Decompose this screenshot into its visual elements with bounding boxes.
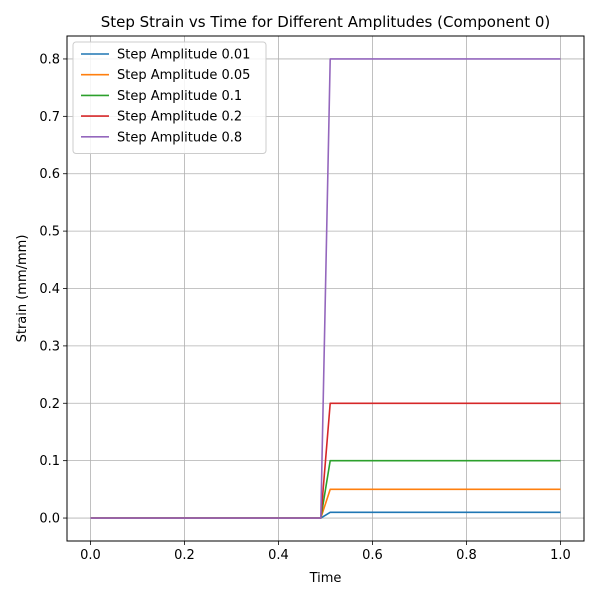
y-tick-label: 0.8 [39,52,60,67]
y-tick-label: 0.3 [39,339,60,354]
y-tick-label: 0.1 [39,454,60,469]
x-axis-label: Time [309,571,342,586]
y-tick-label: 0.6 [39,167,60,182]
x-tick-label: 0.8 [456,548,477,563]
series-lines [90,58,561,519]
x-tick-label: 0.4 [268,548,289,563]
legend-label: Step Amplitude 0.2 [117,110,242,125]
x-tick-label: 0.0 [80,548,101,563]
legend-label: Step Amplitude 0.01 [117,48,250,63]
y-axis-label: Strain (mm/mm) [15,235,30,343]
legend-label: Step Amplitude 0.05 [117,68,250,83]
series-line-4 [90,58,561,519]
x-tick-label: 0.2 [174,548,195,563]
y-tick-label: 0.7 [39,110,60,125]
legend-box [72,41,267,154]
y-tick-label: 0.5 [39,225,60,240]
ticks: 0.0 0.2 0.4 0.6 0.8 1.0 0.0 0.1 0.2 0.3 0.4 0.5 0.6 0… [39,52,571,563]
legend: Step Amplitude 0.01 Step Amplitude 0.05 St… [72,41,267,154]
legend-label: Step Amplitude 0.1 [117,89,242,104]
chart-title: Step Strain vs Time for Different Amplit… [101,13,551,31]
y-tick-label: 0.0 [39,512,60,527]
legend-label: Step Amplitude 0.8 [117,130,242,145]
x-tick-label: 1.0 [550,548,571,563]
y-tick-label: 0.2 [39,397,60,412]
y-tick-label: 0.4 [39,282,60,297]
x-tick-label: 0.6 [362,548,383,563]
